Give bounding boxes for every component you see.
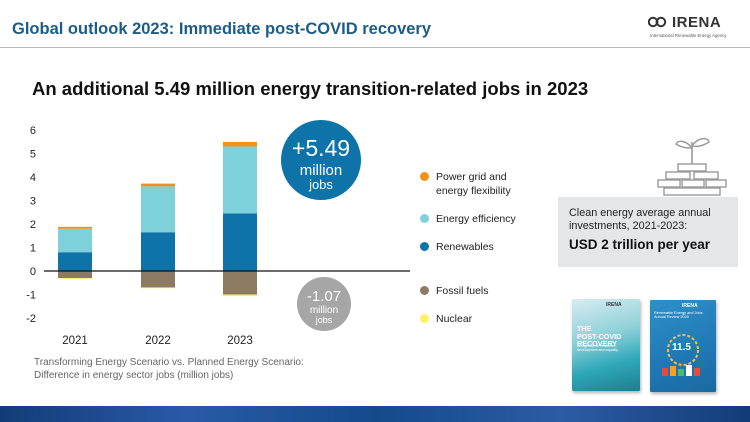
legend-item: Nuclear — [420, 312, 550, 326]
legend-label-line: energy flexibility — [436, 185, 511, 197]
legend-swatch — [420, 214, 429, 223]
money-stack-plant-icon — [657, 137, 727, 196]
title-divider — [0, 47, 750, 48]
bar-segment — [58, 271, 92, 279]
legend-label: Power grid and energy flexibility — [436, 170, 511, 198]
x-category-label: 2021 — [62, 335, 88, 347]
cover2-logo: IRENA — [682, 303, 698, 309]
y-tick-label: 0 — [30, 266, 36, 278]
post-covid-recovery-report-cover: IRENA THE POST-COVID RECOVERY An agenda … — [572, 299, 640, 391]
bar-segment — [58, 226, 92, 229]
chart-source-note-line: Difference in energy sector jobs (millio… — [34, 370, 233, 381]
legend-label-line: Power grid and — [436, 171, 507, 183]
investment-value: USD 2 trillion per year — [569, 237, 711, 252]
y-tick-label: -1 — [26, 290, 36, 302]
positive-jobs-value: +5.49 — [292, 135, 350, 161]
cover1-subtitle: An agenda for resilience, development an… — [577, 344, 618, 353]
legend-label: Nuclear — [436, 312, 472, 326]
main-title: An additional 5.49 million energy transi… — [32, 78, 589, 99]
investment-info-box: Clean energy average annual investments,… — [558, 197, 738, 267]
legend-label: Fossil fuels — [436, 284, 489, 298]
negative-jobs-unit: million — [310, 305, 338, 316]
y-tick-label: 6 — [30, 125, 36, 137]
bar-segment — [223, 294, 257, 297]
legend-label-line: Energy efficiency — [436, 213, 516, 225]
cover1-title-line-1: THE — [577, 324, 592, 333]
positive-jobs-unit: million — [300, 162, 343, 179]
bar-segment — [58, 252, 92, 271]
cover2-number: 11.5 — [672, 342, 691, 353]
y-tick-label: 3 — [30, 196, 36, 208]
bar-segment — [141, 287, 175, 289]
y-tick-label: -2 — [26, 313, 36, 325]
legend-label: Energy efficiency — [436, 212, 516, 226]
bar-segment — [141, 271, 175, 288]
bar-segment — [223, 271, 257, 295]
cover1-title-line-3: RECOVERY — [577, 339, 618, 348]
negative-jobs-label: jobs — [315, 315, 333, 325]
legend-label: Renewables — [436, 240, 494, 254]
cover2-graphic-icon — [662, 334, 700, 376]
cover1-logo: IRENA — [606, 302, 622, 308]
irena-logo-icon — [648, 16, 667, 28]
logo-subtext: International Renewable Energy Agency — [650, 33, 727, 38]
logo-wordmark: IRENA — [672, 14, 722, 31]
legend-swatch — [420, 172, 429, 181]
legend-item: Renewables — [420, 240, 550, 254]
legend-swatch — [420, 242, 429, 251]
bar-segment — [223, 141, 257, 147]
y-tick-label: 5 — [30, 149, 36, 161]
investment-text-line-2: investments, 2021-2023: — [569, 220, 688, 232]
y-tick-label: 1 — [30, 243, 36, 255]
bar-segment — [58, 278, 92, 279]
footer-band — [0, 406, 750, 422]
bar-segment — [141, 232, 175, 271]
legend-swatch — [420, 286, 429, 295]
legend-item: Energy efficiency — [420, 212, 550, 226]
header-title: Global outlook 2023: Immediate post-COVI… — [12, 20, 432, 38]
y-tick-label: 2 — [30, 219, 36, 231]
legend-label-line: Nuclear — [436, 313, 473, 325]
investment-text-line-1: Clean energy average annual — [569, 207, 711, 219]
positive-jobs-label: jobs — [308, 177, 333, 192]
bar-segment — [141, 183, 175, 187]
bar-segment — [58, 228, 92, 253]
legend-label-line: Renewables — [436, 241, 494, 253]
cover1-title-line-2: POST-COVID — [577, 331, 622, 341]
legend-item: Fossil fuels — [420, 284, 550, 298]
x-category-label: 2022 — [145, 335, 171, 347]
irena-logo: IRENA International Renewable Energy Age… — [648, 13, 740, 43]
negative-jobs-bubble — [297, 277, 351, 331]
cover2-title: Renewable Energy and Jobs Annual Review … — [654, 311, 703, 320]
y-tick-label: 4 — [30, 172, 36, 184]
legend-item: Power grid and energy flexibility — [420, 170, 550, 198]
cover1-title: THE POST-COVID RECOVERY — [577, 325, 637, 348]
legend-swatch — [420, 314, 429, 323]
renewable-energy-jobs-report-cover: IRENA Renewable Energy and Jobs Annual R… — [650, 300, 716, 392]
negative-jobs-value: -1.07 — [307, 288, 341, 305]
bar-segment — [141, 186, 175, 233]
positive-jobs-bubble — [281, 120, 361, 200]
x-category-label: 2023 — [227, 335, 253, 347]
bar-segment — [223, 213, 257, 271]
bar-segment — [223, 146, 257, 214]
chart-source-note-line: Transforming Energy Scenario vs. Planned… — [34, 357, 304, 368]
legend-label-line: Fossil fuels — [436, 285, 489, 297]
